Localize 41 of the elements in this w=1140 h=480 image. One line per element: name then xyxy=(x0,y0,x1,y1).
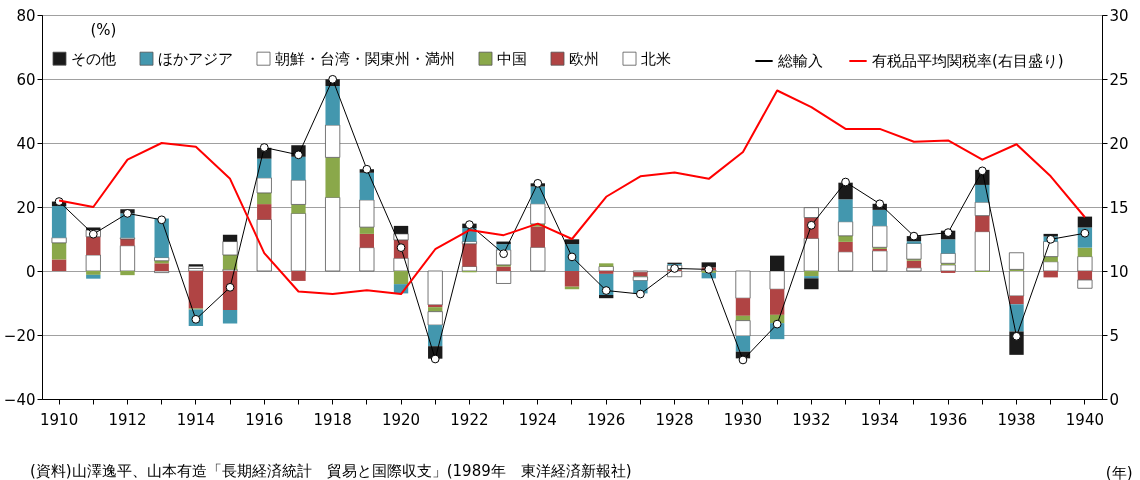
legend-label: 有税品平均関税率(右目盛り) xyxy=(872,52,1064,70)
x-tick-label: 1912 xyxy=(108,410,147,429)
y2-tick-label: 25 xyxy=(1109,70,1129,89)
x-tick-label: 1920 xyxy=(381,410,421,429)
legend-label: 朝鮮・台湾・関東州・満州 xyxy=(275,49,455,68)
x-tick-label: 1918 xyxy=(313,410,352,429)
x-tick-label: 1938 xyxy=(997,410,1036,429)
x-tick-label: 1910 xyxy=(40,410,79,429)
x-tick-label: 1940 xyxy=(1065,410,1104,429)
legend-label: その他 xyxy=(71,49,116,68)
x-axis-title: (年) xyxy=(1105,463,1133,480)
x-tick-label: 1916 xyxy=(245,410,284,429)
text: (資料)山澤逸平、山本有造「長期経済統計 貿易と国際収支」(1989年 東洋経済新報社) xyxy=(30,462,632,480)
y2-tick-label: 15 xyxy=(1109,198,1129,217)
y-tick-label: −40 xyxy=(3,390,36,409)
y-tick-label: 40 xyxy=(16,134,36,153)
legend-label: ほかアジア xyxy=(158,49,233,68)
x-tick-label: 1936 xyxy=(929,410,968,429)
y2-tick-label: 0 xyxy=(1109,390,1120,409)
y2-tick-label: 30 xyxy=(1109,6,1129,25)
x-tick-label: 1932 xyxy=(792,410,831,429)
x-tick-label: 1930 xyxy=(723,410,763,429)
y2-tick-label: 5 xyxy=(1109,326,1120,345)
legend-label: 中国 xyxy=(497,49,527,68)
legend-label: 欧州 xyxy=(569,49,599,68)
y-tick-label: 80 xyxy=(16,6,36,25)
y-tick-label: −20 xyxy=(3,326,36,345)
x-tick-label: 1926 xyxy=(587,410,626,429)
legend-label: 北米 xyxy=(641,49,671,68)
y-tick-label: 0 xyxy=(25,262,36,281)
y-tick-label: 60 xyxy=(16,70,36,89)
y-tick-label: 20 xyxy=(16,198,36,217)
legend-label: 総輸入 xyxy=(777,52,823,70)
x-tick-label: 1924 xyxy=(518,410,557,429)
y2-tick-label: 10 xyxy=(1109,262,1129,281)
x-tick-label: 1928 xyxy=(655,410,694,429)
x-tick-label: 1922 xyxy=(450,410,489,429)
y-axis-title: (%) xyxy=(90,20,117,39)
y2-tick-label: 20 xyxy=(1109,134,1129,153)
x-tick-label: 1934 xyxy=(860,410,899,429)
x-tick-label: 1914 xyxy=(176,410,215,429)
